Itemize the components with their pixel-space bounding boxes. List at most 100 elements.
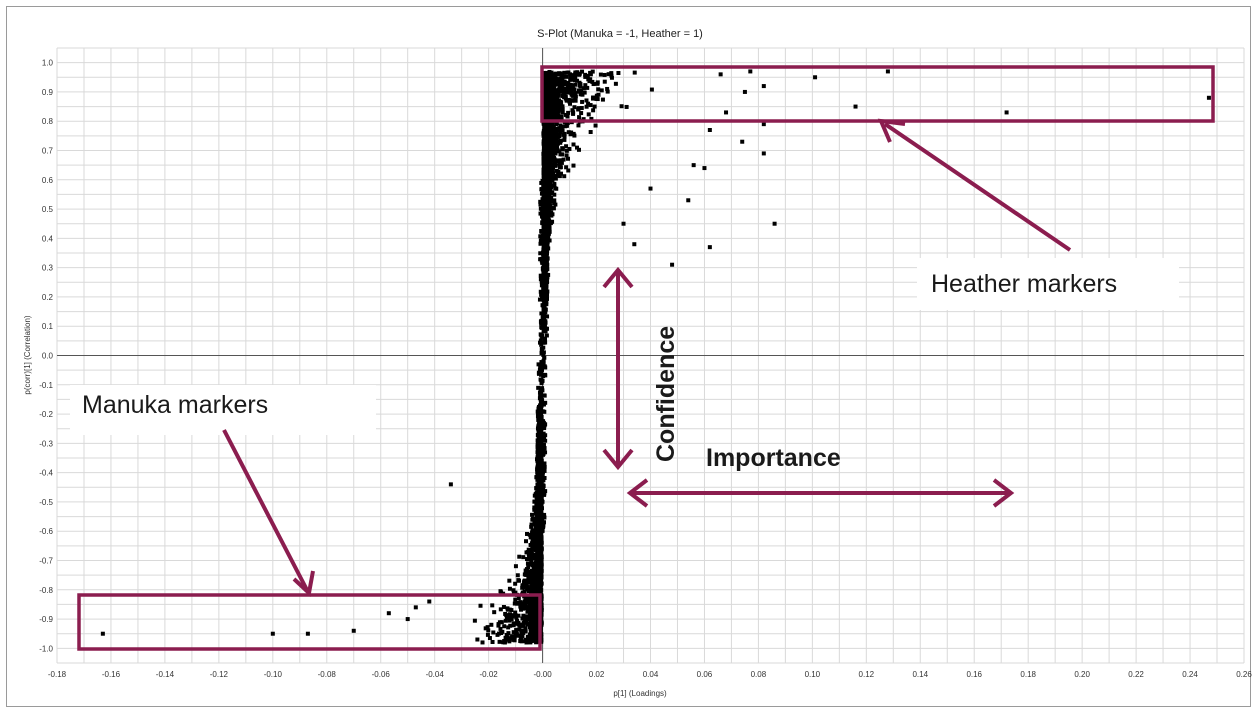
- data-point: [542, 245, 547, 250]
- data-point: [526, 616, 531, 621]
- data-point: [542, 218, 547, 223]
- x-tick-label: -0.12: [210, 670, 229, 679]
- x-axis-title: p[1] (Loadings): [613, 689, 667, 698]
- data-point: [522, 583, 527, 588]
- data-point: [544, 188, 549, 193]
- data-point: [551, 102, 556, 107]
- data-point: [305, 631, 310, 636]
- y-tick-label: 0.0: [42, 352, 54, 361]
- data-point: [532, 538, 537, 543]
- data-point: [530, 547, 535, 552]
- data-point: [545, 219, 550, 224]
- data-point: [554, 145, 559, 150]
- data-point: [549, 176, 554, 181]
- data-point: [525, 585, 530, 590]
- confidence-label: Confidence: [652, 326, 680, 462]
- data-point: [543, 271, 548, 276]
- data-point: [531, 620, 536, 625]
- data-point: [508, 623, 513, 628]
- data-point: [560, 146, 565, 151]
- data-point: [542, 156, 547, 161]
- data-point: [541, 303, 546, 308]
- data-point: [740, 139, 745, 144]
- data-point: [552, 198, 557, 203]
- data-point: [541, 252, 546, 257]
- data-point: [550, 162, 555, 167]
- data-point: [557, 115, 562, 120]
- data-point: [270, 631, 275, 636]
- data-point: [558, 123, 563, 128]
- data-point: [545, 82, 550, 87]
- data-point: [524, 617, 529, 622]
- data-point: [543, 319, 548, 324]
- data-point: [550, 129, 555, 134]
- data-point: [545, 77, 550, 82]
- data-point: [526, 547, 531, 552]
- data-point: [566, 110, 571, 115]
- data-point: [564, 90, 569, 95]
- data-point: [539, 347, 544, 352]
- data-point: [542, 355, 547, 360]
- data-point: [545, 155, 550, 160]
- data-point: [539, 571, 544, 576]
- data-point: [538, 527, 543, 532]
- data-point: [527, 613, 532, 618]
- data-point: [543, 310, 548, 315]
- data-point: [592, 104, 597, 109]
- data-point: [542, 515, 547, 520]
- data-point: [538, 413, 543, 418]
- data-point: [624, 104, 629, 109]
- data-point: [513, 610, 518, 615]
- data-point: [537, 482, 542, 487]
- data-point: [606, 72, 611, 77]
- data-point: [539, 240, 544, 245]
- data-point: [558, 130, 563, 135]
- data-point: [571, 142, 576, 147]
- data-point: [529, 549, 534, 554]
- data-point: [525, 622, 530, 627]
- data-point: [554, 138, 559, 143]
- data-point: [533, 608, 538, 613]
- y-tick-label: -0.4: [39, 469, 53, 478]
- data-point: [539, 342, 544, 347]
- data-point: [559, 158, 564, 163]
- data-point: [545, 127, 550, 132]
- data-point: [538, 319, 543, 324]
- data-point: [543, 433, 548, 438]
- data-point: [742, 89, 747, 94]
- data-point: [533, 520, 538, 525]
- data-point: [528, 627, 533, 632]
- data-point: [549, 90, 554, 95]
- data-point: [555, 140, 560, 145]
- data-point: [502, 640, 507, 645]
- data-point: [536, 508, 541, 513]
- y-tick-label: -0.1: [39, 381, 53, 390]
- data-point: [541, 374, 546, 379]
- data-point: [537, 438, 542, 443]
- data-point: [546, 147, 551, 152]
- data-point: [576, 147, 581, 152]
- data-point: [553, 72, 558, 77]
- data-point: [609, 73, 614, 78]
- data-point: [562, 137, 567, 142]
- manuka-arrow-head: [292, 570, 315, 597]
- data-point: [593, 123, 598, 128]
- data-point: [541, 409, 546, 414]
- data-point: [560, 84, 565, 89]
- data-point: [538, 523, 543, 528]
- data-point: [545, 314, 550, 319]
- data-point: [542, 512, 547, 517]
- data-point: [534, 605, 539, 610]
- data-point: [573, 82, 578, 87]
- data-point: [702, 166, 707, 171]
- data-point: [537, 473, 542, 478]
- data-point: [552, 192, 557, 197]
- data-point: [540, 424, 545, 429]
- data-point: [542, 393, 547, 398]
- data-point: [517, 554, 522, 559]
- data-point: [540, 444, 545, 449]
- data-point: [540, 207, 545, 212]
- data-point: [495, 632, 500, 637]
- data-point: [538, 238, 543, 243]
- data-point: [539, 372, 544, 377]
